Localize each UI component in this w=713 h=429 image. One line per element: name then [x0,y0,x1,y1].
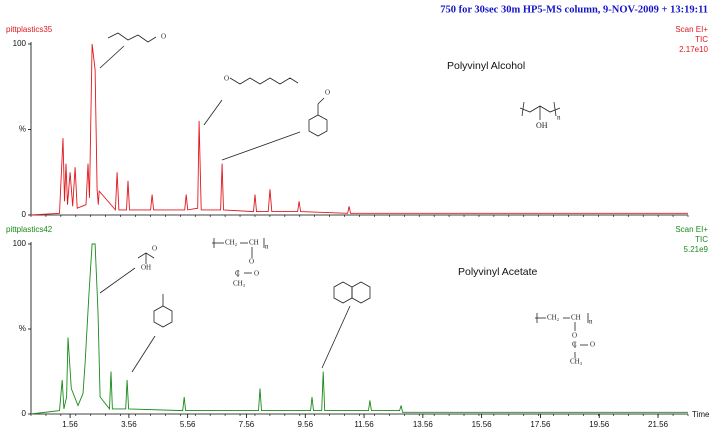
x-axis-label: Time [692,410,710,419]
structure-label: n [557,114,561,122]
naphthalene [333,281,353,304]
y-tick-label: 100 [13,39,27,48]
pointer [99,267,136,294]
structure-label: O [572,332,577,340]
y-tick-label: 0 [22,210,27,219]
pointer [131,335,156,373]
trace-line [30,43,688,216]
x-tick-label: 1.56 [62,420,78,429]
x-tick-label: 7.56 [239,420,255,429]
x-tick-label: 3.56 [121,420,137,429]
x-tick-label: 17.56 [530,420,551,429]
intensity: 2.17e10 [679,45,708,54]
structure-label: C [572,341,577,349]
crotonaldehyde [107,32,157,43]
structure-label: C [235,270,240,278]
structure-label: n [265,243,269,251]
sample-name: pittplastics42 [6,225,53,234]
toluene [153,305,173,328]
structure-label: O [152,245,157,253]
structure-label: CH [571,314,581,322]
structures [99,32,561,161]
x-tick-label: 13.56 [413,420,434,429]
structures [99,238,589,373]
naphthalene [351,281,371,304]
pointer [321,305,351,369]
benzaldehyde [317,97,325,115]
bracket [553,101,557,117]
chart-title: Polyvinyl Acetate [458,266,538,278]
chart-title: Polyvinyl Alcohol [447,60,525,72]
structure-label: CH₃ [233,280,246,288]
y-tick-label: % [19,324,26,333]
structure-label: CH [249,239,259,247]
x-tick-label: 11.56 [354,420,374,429]
structure-label: n [589,318,593,326]
structure-label: O [249,258,254,266]
hexadienal [229,77,299,85]
x-tick-label: 15.56 [472,420,493,429]
pointer [99,45,125,69]
structure-label: OH [141,264,151,272]
structure-label: O [590,341,595,349]
benzaldehyde [308,114,328,137]
scan-mode: Scan EI+ [675,25,708,34]
structure-label: OH [536,121,548,130]
trace: TIC [695,35,708,44]
structure-label: CH₃ [570,358,583,366]
structure-label: O [224,75,229,83]
y-tick-label: 0 [22,409,27,418]
trace-line [30,243,688,415]
x-tick-label: 5.56 [180,420,196,429]
trace: TIC [695,235,708,244]
y-tick-label: 100 [13,239,27,248]
structure-label: O [325,89,330,97]
pointer [221,131,301,161]
x-tick-label: 19.56 [589,420,610,429]
y-tick-label: % [19,125,26,134]
intensity: 5.21e9 [684,245,709,254]
header: 750 for 30sec 30m HP5-MS column, 9-NOV-2… [440,4,708,15]
x-tick-label: 9.56 [297,420,313,429]
structure-label: O [254,270,259,278]
pointer [203,99,223,126]
structure-label: CH₂ [547,314,560,322]
structure-label: O [161,33,166,41]
structure-label: CH₂ [225,239,238,247]
sample-name: pittplastics35 [6,25,53,34]
bracket [521,101,525,117]
scan-mode: Scan EI+ [675,225,708,234]
x-tick-label: 21.56 [648,420,669,429]
